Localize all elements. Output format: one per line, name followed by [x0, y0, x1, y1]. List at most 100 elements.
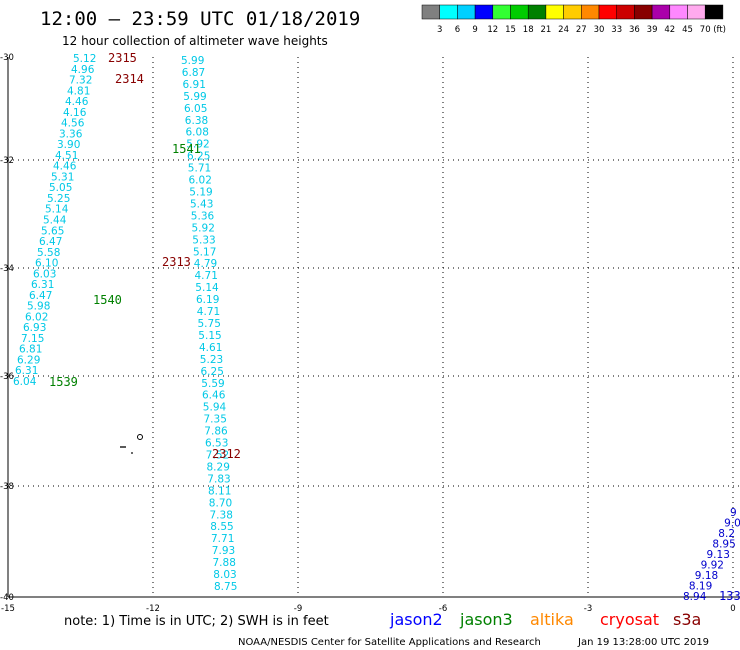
wave-height-label: 6.25 [187, 151, 210, 163]
scale-swatch [598, 4, 617, 20]
pass-label-2314: 2314 [115, 72, 144, 86]
wave-height-label: 5.99 [181, 55, 204, 67]
wave-height-label: 5.12 [73, 53, 96, 65]
lat-label: -36 [0, 372, 14, 382]
wave-height-label: 5.43 [190, 199, 213, 211]
wave-height-label: 4.51 [55, 150, 78, 162]
wave-height-label: 5.17 [193, 246, 216, 258]
pass-label-1541: 1541 [172, 142, 201, 156]
scale-label: 36 [629, 25, 640, 35]
wave-height-label: 5.33 [192, 234, 215, 246]
wave-height-label: 4.81 [67, 85, 90, 97]
scale-swatch [545, 4, 564, 20]
wave-height-label: 9.18 [695, 570, 718, 582]
lon-label: -12 [146, 604, 160, 614]
scale-label: 3 [437, 25, 442, 35]
wave-height-label: 6.19 [196, 294, 219, 306]
scale-label: 21 [540, 25, 551, 35]
footer-timestamp: Jan 19 13:28:00 UTC 2019 [577, 637, 709, 648]
wave-height-label: 8.29 [207, 462, 230, 474]
wave-height-label: 8.03 [213, 569, 236, 581]
wave-height-label: 6.91 [183, 79, 206, 91]
wave-height-label: 8.94 [683, 591, 707, 603]
wave-height-label: 5.36 [191, 210, 215, 222]
wave-height-label: 4.71 [195, 270, 218, 282]
scale-label: 42 [664, 25, 675, 35]
wave-height-label: 6.31 [15, 365, 38, 377]
wave-height-label: 5.15 [198, 330, 221, 342]
scale-swatch [581, 4, 600, 20]
map-title: 12:00 – 23:59 UTC 01/18/2019 [40, 8, 360, 30]
scale-swatch [651, 4, 671, 20]
wave-height-label: 5.58 [37, 247, 60, 259]
wave-height-label: 7.86 [204, 426, 228, 438]
legend-cryosat: cryosat [600, 610, 659, 629]
wave-height-label: 4.96 [71, 64, 95, 76]
legend-jason2: jason2 [389, 610, 443, 629]
scale-label: 70 [700, 25, 711, 35]
wave-height-label: 5.14 [195, 282, 219, 294]
wave-height-label: 7.38 [210, 509, 233, 521]
lon-label: -15 [1, 604, 15, 614]
lon-label: -6 [439, 604, 447, 614]
pass-label-1539: 1539 [49, 375, 78, 389]
wave-height-label: 7.35 [204, 414, 227, 426]
scale-swatch [634, 4, 653, 20]
island-marker [120, 434, 143, 454]
wave-height-label: 5.31 [51, 171, 74, 183]
lat-label: -34 [0, 264, 14, 274]
wave-height-label: 6.81 [19, 344, 42, 356]
wave-height-label: 8.19 [689, 581, 712, 593]
wave-height-label: 7.52 [206, 450, 229, 462]
wave-height-label: 5.98 [27, 301, 50, 313]
wave-height-label: 4.61 [199, 342, 222, 354]
footer-credit: NOAA/NESDIS Center for Satellite Applica… [238, 637, 541, 648]
wave-height-label: 4.56 [61, 118, 85, 130]
wave-height-label: 3.90 [57, 139, 80, 151]
scale-swatch [492, 4, 511, 20]
lat-label: -30 [0, 53, 14, 63]
wave-height-label: 5.59 [201, 378, 224, 390]
wave-height-label: 9 [730, 507, 737, 519]
pass-label-2313: 2313 [162, 255, 191, 269]
wave-height-label: 8.55 [210, 521, 233, 533]
wave-height-label: 4.16 [63, 107, 87, 119]
pass-label-2315: 2315 [108, 51, 137, 65]
wave-height-label: 6.46 [202, 390, 226, 402]
wave-height-label: 8.70 [209, 497, 232, 509]
wave-height-label: 5.05 [49, 182, 72, 194]
scale-label: 45 [682, 25, 693, 35]
lon-label: -9 [294, 604, 302, 614]
wave-height-label: 8.95 [712, 539, 735, 551]
scale-swatch [457, 4, 476, 20]
scale-swatch [687, 4, 706, 20]
scale-swatch [563, 4, 582, 20]
footer-note: note: 1) Time is in UTC; 2) SWH is in fe… [64, 614, 329, 629]
lon-label: -3 [584, 604, 592, 614]
wave-height-label: 6.47 [29, 290, 52, 302]
wave-height-label: 3.36 [59, 128, 83, 140]
wave-height-label: 6.10 [35, 258, 58, 270]
lat-label: -38 [0, 482, 14, 492]
scale-label: 39 [647, 25, 658, 35]
wave-height-label: 6.38 [185, 115, 208, 127]
wave-height-label: 6.02 [25, 311, 48, 323]
wave-height-label: 4.79 [194, 258, 217, 270]
scale-label: 18 [523, 25, 534, 35]
wave-height-label: 5.19 [189, 187, 212, 199]
wave-height-label: 5.99 [183, 91, 206, 103]
wave-height-label: 6.04 [13, 376, 37, 388]
wave-height-label: 5.75 [198, 318, 221, 330]
altimeter-track-a: 5.996.876.915.996.056.386.085.926.255.71… [181, 55, 237, 593]
wave-height-label: 5.25 [47, 193, 70, 205]
wave-height-label: 6.87 [182, 67, 205, 79]
wave-height-label: 7.93 [212, 545, 235, 557]
axis-labels: -30-32-34-36-38-40-15 -12 -9 -6 -3 0 [0, 53, 736, 614]
wave-height-label: 5.23 [200, 354, 223, 366]
wave-height-label: 5.92 [192, 222, 215, 234]
pass-label-2312: 2312 [212, 447, 241, 461]
wave-height-label: 6.93 [23, 322, 46, 334]
wave-height-label: 6.25 [201, 366, 224, 378]
map-frame [7, 57, 740, 598]
wave-height-label: 9.13 [707, 549, 730, 561]
